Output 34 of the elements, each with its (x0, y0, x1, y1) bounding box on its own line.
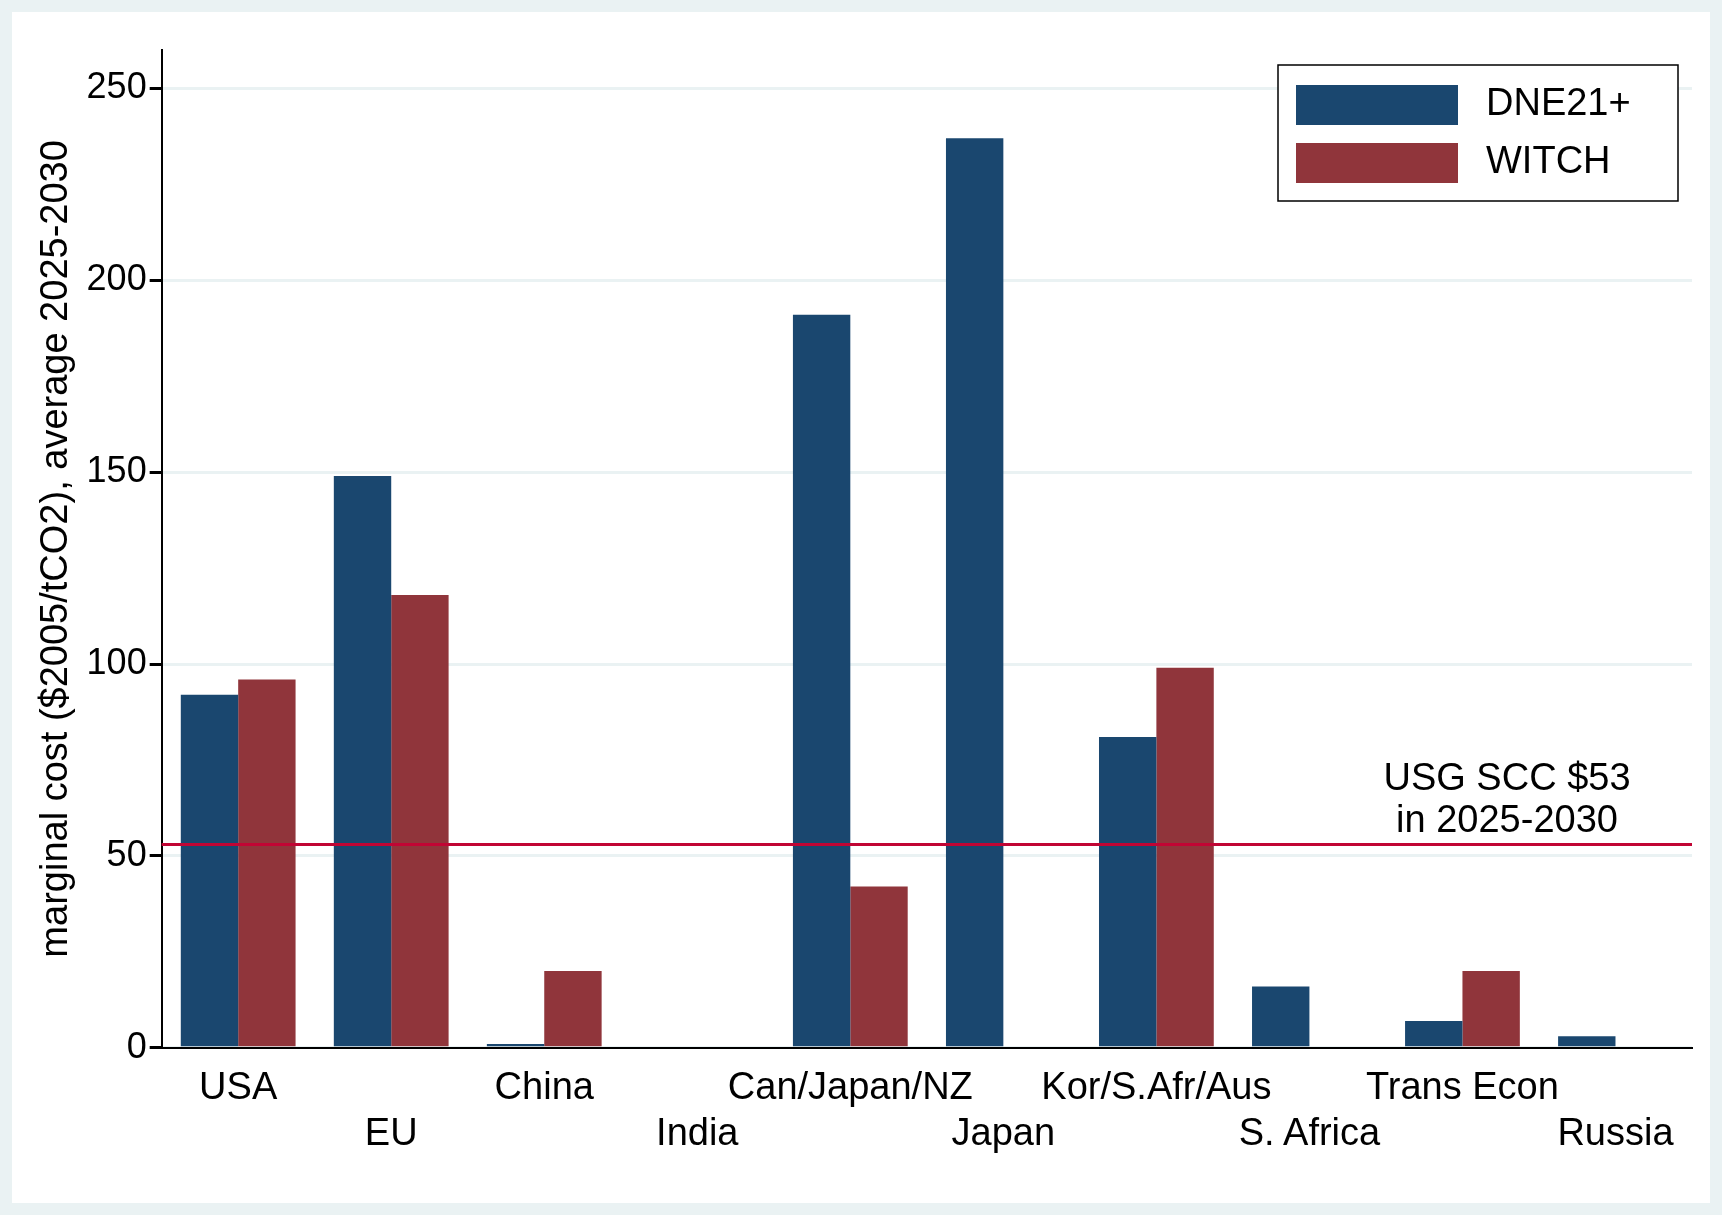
bar (1252, 986, 1310, 1047)
bar (544, 971, 602, 1047)
x-tick-label: India (656, 1110, 740, 1153)
bar (238, 679, 296, 1047)
x-tick-label: Russia (1557, 1110, 1675, 1153)
x-tick-label: Kor/S.Afr/Aus (1041, 1065, 1272, 1108)
y-tick-label: 250 (86, 65, 147, 107)
x-tick-label: Can/Japan/NZ (727, 1065, 973, 1108)
legend-label: DNE21+ (1486, 81, 1631, 124)
x-tick-label: Trans Econ (1366, 1065, 1559, 1108)
y-tick-label: 150 (86, 449, 147, 491)
y-tick-label: 0 (126, 1024, 147, 1066)
x-tick-label: EU (364, 1110, 418, 1153)
y-axis-title: marginal cost ($2005/tCO2), average 2025-2030 (33, 140, 76, 958)
x-tick-label: China (494, 1065, 595, 1108)
bar (180, 694, 239, 1047)
bar (1462, 971, 1520, 1047)
x-tick-label: USA (199, 1065, 278, 1108)
bar (945, 138, 1004, 1047)
y-tick-label: 50 (106, 832, 147, 874)
bar (792, 314, 851, 1047)
x-tick-label: S. Africa (1238, 1110, 1382, 1153)
bar (1156, 667, 1214, 1047)
ref-line-label: USG SCC $53 in 2025-2030 (1383, 756, 1631, 841)
bar (1558, 1036, 1616, 1047)
x-tick-label: Japan (951, 1110, 1056, 1153)
y-tick-label: 100 (86, 640, 147, 682)
legend-label: WITCH (1486, 139, 1611, 182)
y-tick-label: 200 (86, 257, 147, 299)
bar (391, 594, 449, 1047)
bar (1098, 736, 1157, 1047)
bar (850, 886, 908, 1047)
bar (333, 475, 392, 1047)
bar (1405, 1020, 1463, 1047)
